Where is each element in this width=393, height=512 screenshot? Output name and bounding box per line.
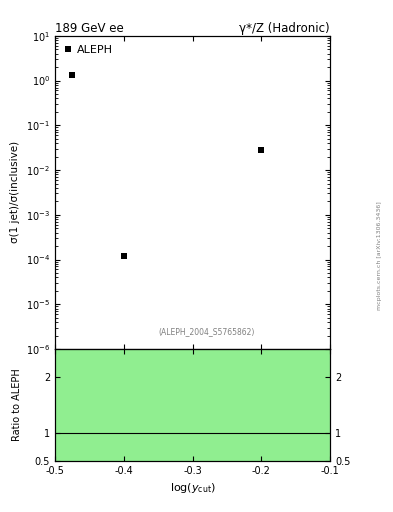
ALEPH xyxy=(121,253,126,259)
Line: ALEPH: ALEPH xyxy=(69,72,265,260)
ALEPH xyxy=(70,72,75,78)
Text: (ALEPH_2004_S5765862): (ALEPH_2004_S5765862) xyxy=(158,328,255,336)
Y-axis label: σ(1 jet)/σ(inclusive): σ(1 jet)/σ(inclusive) xyxy=(10,141,20,244)
Legend: ALEPH: ALEPH xyxy=(61,41,117,58)
Text: mcplots.cern.ch [arXiv:1306.3436]: mcplots.cern.ch [arXiv:1306.3436] xyxy=(377,202,382,310)
Text: γ*/Z (Hadronic): γ*/Z (Hadronic) xyxy=(239,22,330,35)
Text: 189 GeV ee: 189 GeV ee xyxy=(55,22,124,35)
Y-axis label: Ratio to ALEPH: Ratio to ALEPH xyxy=(12,369,22,441)
X-axis label: log($y_{\rm cut}$): log($y_{\rm cut}$) xyxy=(170,481,215,495)
ALEPH xyxy=(259,147,264,153)
